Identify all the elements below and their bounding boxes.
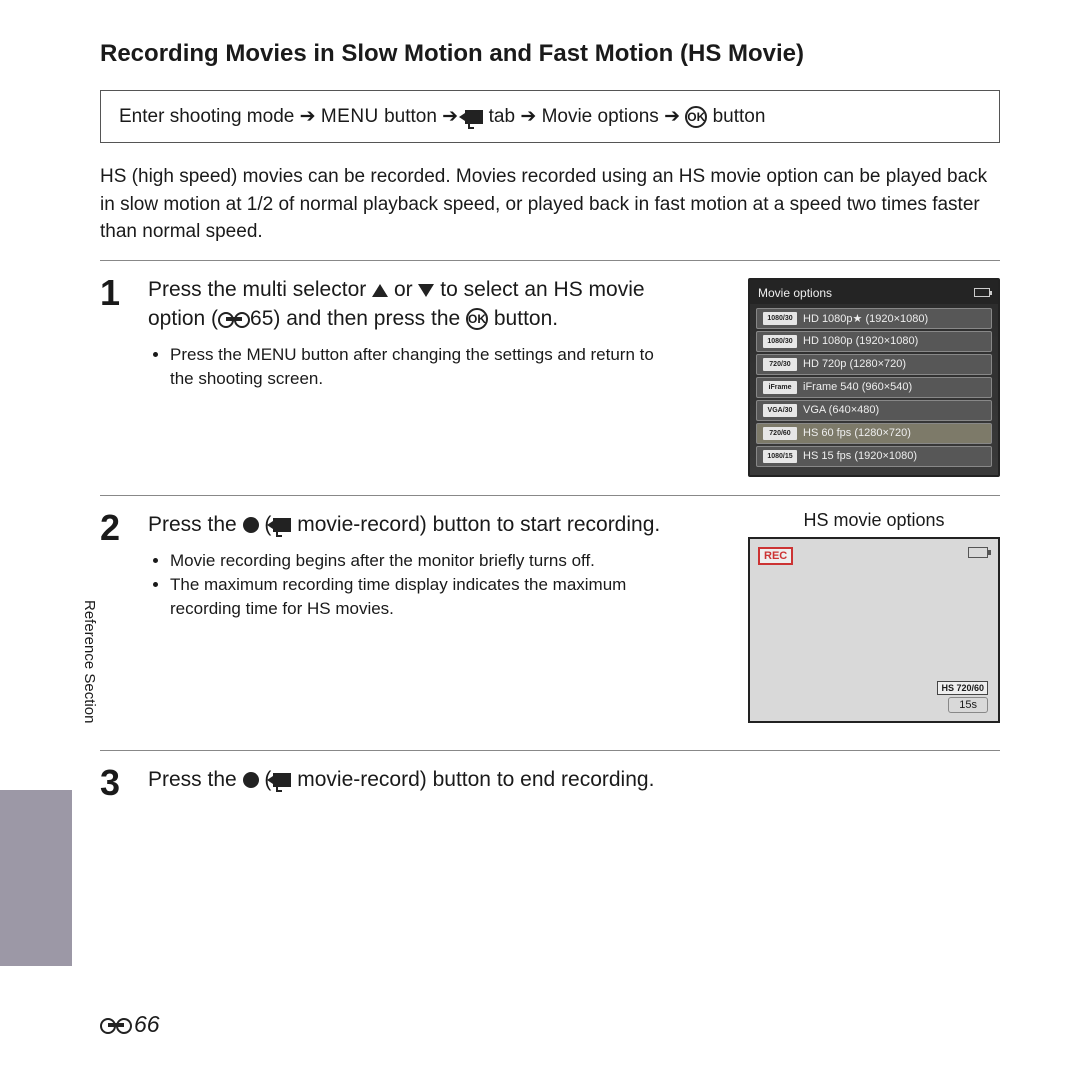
ok-button-icon: OK: [685, 106, 707, 128]
mode-badge: HS 720/60: [937, 681, 988, 695]
rec-screen-figure: HS movie options REC HS 720/60 15s: [748, 510, 1000, 723]
menu-row: 1080/30 HD 1080p★ (1920×1080): [756, 308, 992, 329]
mode-badge-icon: 720/60: [763, 427, 797, 440]
rec-screen: REC HS 720/60 15s: [748, 537, 1000, 723]
text: Press the: [148, 513, 243, 536]
text: Press the multi selector: [148, 278, 372, 301]
movie-record-icon: [273, 773, 291, 787]
screen-header: Movie options: [750, 280, 998, 304]
page-number: 66: [100, 1011, 160, 1038]
text: movie-record) button to start recording.: [297, 513, 660, 536]
menu-row: VGA/30 VGA (640×480): [756, 400, 992, 421]
step-body: Press the ( movie-record) button to end …: [148, 765, 1000, 804]
step-body: Press the ( movie-record) button to star…: [148, 510, 1000, 740]
rec-indicator: REC: [758, 547, 793, 565]
mode-badge-icon: VGA/30: [763, 404, 797, 417]
menu-rows: 1080/30 HD 1080p★ (1920×1080) 1080/30 HD 1…: [750, 304, 998, 475]
step-heading: Press the ( movie-record) button to star…: [148, 510, 668, 539]
row-label: VGA (640×480): [803, 404, 879, 416]
mode-badge-icon: 1080/15: [763, 450, 797, 463]
menu-row: 1080/15 HS 15 fps (1920×1080): [756, 446, 992, 467]
down-triangle-icon: [418, 284, 434, 297]
step-number: 3: [100, 765, 134, 804]
reference-link-icon: [100, 1018, 132, 1032]
step-1: 1 Press the multi selector or to select …: [100, 275, 1000, 485]
mode-badge-icon: 1080/30: [763, 312, 797, 325]
arrow-icon: ➔: [300, 106, 321, 127]
step-2: 2 Press the ( movie-record) button to st…: [100, 510, 1000, 740]
bullet: Movie recording begins after the monitor…: [170, 549, 668, 573]
mode-badge-icon: iFrame: [763, 381, 797, 394]
step-body: Press the multi selector or to select an…: [148, 275, 1000, 485]
nav-text: Enter shooting mode: [119, 106, 294, 127]
figure-caption: HS movie options: [748, 510, 1000, 531]
battery-icon: [974, 288, 990, 297]
text: button.: [494, 307, 558, 330]
nav-text: button: [384, 106, 437, 127]
page-title: Recording Movies in Slow Motion and Fast…: [100, 40, 1000, 68]
step-number: 2: [100, 510, 134, 740]
step-text: Press the ( movie-record) button to star…: [148, 510, 668, 621]
movie-options-screen: Movie options 1080/30 HD 1080p★ (1920×108…: [748, 278, 1000, 477]
menu-row: 720/30 HD 720p (1280×720): [756, 354, 992, 375]
row-label: HD 1080p★ (1920×1080): [803, 312, 928, 325]
row-label: HS 15 fps (1920×1080): [803, 450, 917, 462]
up-triangle-icon: [372, 284, 388, 297]
screen-title: Movie options: [758, 286, 832, 300]
text: Press the: [148, 768, 243, 791]
row-label: iFrame 540 (960×540): [803, 381, 912, 393]
row-label: HD 720p (1280×720): [803, 358, 906, 370]
step-3: 3 Press the ( movie-record) button to en…: [100, 765, 1000, 804]
divider: [100, 750, 1000, 751]
text: 65) and then press the: [250, 307, 466, 330]
step-number: 1: [100, 275, 134, 485]
record-dot-icon: [243, 772, 259, 788]
row-label: HS 60 fps (1280×720): [803, 427, 911, 439]
step-heading: Press the multi selector or to select an…: [148, 275, 668, 334]
arrow-icon: ➔: [664, 106, 685, 127]
bullet-list: Press the MENU button after changing the…: [148, 343, 668, 391]
nav-text: tab: [489, 106, 515, 127]
time-remaining: 15s: [948, 697, 988, 713]
side-reference-label: Reference Section: [81, 600, 98, 723]
menu-row: 1080/30 HD 1080p (1920×1080): [756, 331, 992, 352]
mode-badge-icon: 1080/30: [763, 335, 797, 348]
step-heading: Press the ( movie-record) button to end …: [148, 765, 1000, 794]
row-label: HD 1080p (1920×1080): [803, 335, 918, 347]
mode-badge-icon: 720/30: [763, 358, 797, 371]
menu-row-selected: 720/60 HS 60 fps (1280×720): [756, 423, 992, 444]
menu-label: MENU: [321, 106, 379, 127]
bullet: The maximum recording time display indic…: [170, 573, 668, 621]
battery-icon: [968, 547, 988, 558]
arrow-icon: ➔: [520, 106, 541, 127]
movie-record-icon: [273, 518, 291, 532]
divider: [100, 495, 1000, 496]
bullet-list: Movie recording begins after the monitor…: [148, 549, 668, 620]
step-text: Press the multi selector or to select an…: [148, 275, 668, 391]
movie-tab-icon: [465, 110, 483, 124]
nav-path-box: Enter shooting mode ➔ MENU button ➔ tab …: [100, 90, 1000, 143]
manual-page: Recording Movies in Slow Motion and Fast…: [0, 0, 1080, 804]
record-dot-icon: [243, 517, 259, 533]
reference-link-icon: [218, 312, 250, 326]
text: movie-record) button to end recording.: [297, 768, 654, 791]
text: or: [394, 278, 419, 301]
menu-row: iFrame iFrame 540 (960×540): [756, 377, 992, 398]
divider: [100, 260, 1000, 261]
ok-button-icon: OK: [466, 308, 488, 330]
bullet: Press the MENU button after changing the…: [170, 343, 668, 391]
section-tab: [0, 790, 72, 966]
intro-paragraph: HS (high speed) movies can be recorded. …: [100, 163, 1000, 246]
nav-text: Movie options: [542, 106, 659, 127]
nav-text: button: [713, 106, 766, 127]
page-number-value: 66: [134, 1011, 160, 1038]
